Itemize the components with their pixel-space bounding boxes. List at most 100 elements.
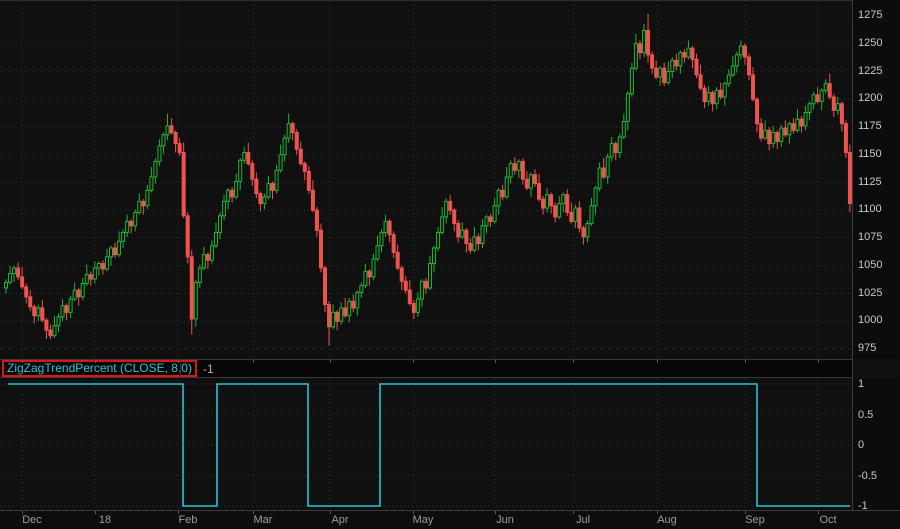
candle[interactable] [230,186,235,203]
candle[interactable] [541,195,546,215]
candle[interactable] [722,81,727,106]
candle[interactable] [242,146,247,164]
candle[interactable] [129,219,134,234]
candle[interactable] [537,173,542,202]
candle[interactable] [759,118,764,142]
candle[interactable] [419,279,424,307]
price-axis[interactable]: 1275 1250 1225 1200 1175 1150 1125 1100 1075 1050… [853,0,900,359]
candle[interactable] [803,105,808,131]
candle[interactable] [310,180,315,213]
candle[interactable] [488,213,493,227]
candle[interactable] [524,171,529,191]
candle[interactable] [835,97,840,115]
candle[interactable] [444,198,449,224]
candle[interactable] [56,313,61,333]
candle[interactable] [351,294,356,313]
candle[interactable] [84,264,89,286]
candle[interactable] [205,252,210,270]
candle[interactable] [650,51,655,74]
candle[interactable] [40,300,45,323]
candle[interactable] [783,120,788,137]
candle[interactable] [484,214,489,234]
candle[interactable] [734,51,739,73]
candle[interactable] [658,65,663,86]
candle[interactable] [662,62,667,86]
candle[interactable] [637,40,642,60]
candle[interactable] [286,113,291,143]
candle[interactable] [335,310,340,331]
candle[interactable] [565,189,570,216]
candle[interactable] [775,130,780,150]
candle[interactable] [16,262,21,281]
candle[interactable] [92,261,97,284]
candle[interactable] [742,43,747,65]
candle[interactable] [169,118,174,135]
candle[interactable] [250,160,255,186]
candle[interactable] [763,120,768,141]
indicator-step-chart[interactable] [0,379,852,510]
candle[interactable] [222,194,227,221]
candle[interactable] [472,226,477,253]
candle[interactable] [262,193,267,210]
candle[interactable] [843,120,848,159]
candle[interactable] [181,142,186,219]
indicator-label[interactable]: ZigZagTrendPercent (CLOSE, 8.0) [2,360,197,377]
candle[interactable] [161,132,166,154]
candle[interactable] [500,184,505,201]
candle[interactable] [258,191,263,212]
candle[interactable] [625,91,630,131]
candle[interactable] [755,97,760,133]
candle[interactable] [807,101,812,121]
candle[interactable] [327,301,332,346]
candle[interactable] [399,265,404,291]
candle[interactable] [839,101,844,132]
candle[interactable] [104,249,109,272]
candle[interactable] [569,202,574,224]
candle[interactable] [278,144,283,173]
candle[interactable] [254,172,259,199]
indicator-axis[interactable]: 1 0.5 0 -0.5 -1 [853,378,900,512]
candle[interactable] [395,244,400,271]
candle[interactable] [819,88,824,111]
candle[interactable] [617,133,622,159]
candle[interactable] [726,69,731,88]
candle[interactable] [520,158,525,185]
candle[interactable] [411,300,416,320]
candle[interactable] [197,264,202,288]
candle[interactable] [666,61,671,85]
candle[interactable] [8,265,13,285]
candle[interactable] [238,158,243,191]
candle[interactable] [468,238,473,254]
candle[interactable] [339,302,344,325]
candle[interactable] [149,166,154,193]
candle[interactable] [718,82,723,100]
candle[interactable] [60,299,65,322]
candle[interactable] [133,209,138,232]
candle[interactable] [108,245,113,266]
candle[interactable] [633,33,638,71]
candle[interactable] [460,222,465,240]
candle[interactable] [209,240,214,264]
candle[interactable] [605,153,610,184]
candle[interactable] [193,280,198,327]
candle[interactable] [629,62,634,98]
candle[interactable] [383,214,388,237]
candle[interactable] [234,173,239,200]
candle[interactable] [710,90,715,112]
candle[interactable] [767,127,772,151]
candle[interactable] [201,246,206,271]
zigzag-trend-line[interactable] [8,383,850,507]
candle[interactable] [827,73,832,100]
candle[interactable] [621,113,626,140]
candle[interactable] [670,57,675,79]
candle[interactable] [246,142,251,166]
candle[interactable] [266,175,271,200]
candle[interactable] [791,118,796,134]
candlestick-chart[interactable] [0,1,852,360]
candle[interactable] [496,188,501,215]
candle[interactable] [141,199,146,215]
candle[interactable] [367,269,372,286]
candle[interactable] [480,219,485,248]
candle[interactable] [44,317,49,340]
candle[interactable] [363,263,368,288]
